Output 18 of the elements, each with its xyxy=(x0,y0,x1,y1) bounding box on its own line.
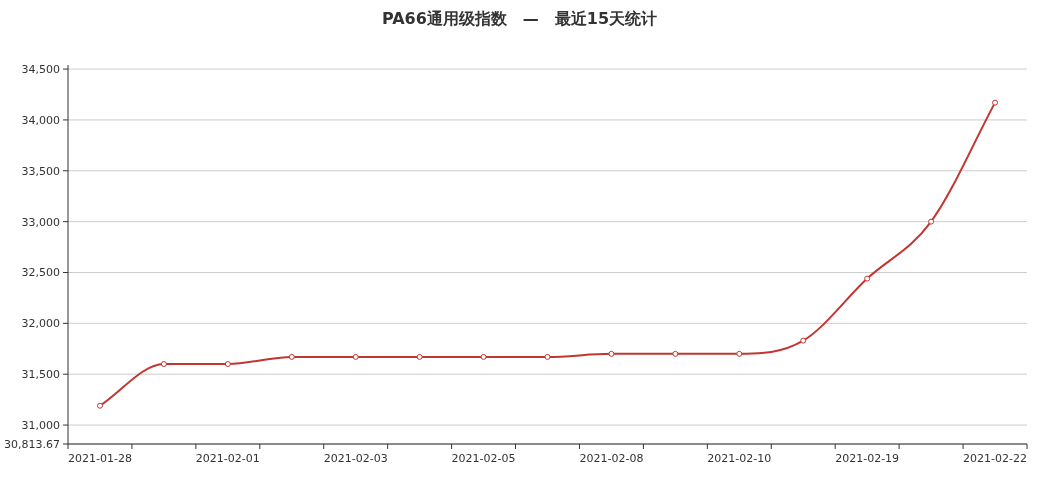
y-tick-label: 32,500 xyxy=(21,266,60,280)
y-tick-label: 33,000 xyxy=(21,215,60,229)
y-tick-label: 33,500 xyxy=(21,164,60,178)
y-tick-label: 34,000 xyxy=(21,113,60,127)
x-tick-label: 2021-02-19 xyxy=(835,452,900,465)
x-tick-label: 2021-02-01 xyxy=(195,452,260,465)
x-tick-label: 2021-02-05 xyxy=(451,452,516,465)
y-tick-label: 34,500 xyxy=(21,63,60,77)
y-tick-label: 31,000 xyxy=(21,419,60,433)
x-tick-label: 2021-02-10 xyxy=(707,452,772,465)
x-tick-label: 2021-02-03 xyxy=(323,452,388,465)
y-tick-label: 32,000 xyxy=(21,317,60,331)
x-tick-label: 2021-02-08 xyxy=(579,452,644,465)
y-tick-label: 30,813.67 xyxy=(4,438,60,451)
x-tick-label: 2021-01-28 xyxy=(68,452,132,465)
y-tick-label: 31,500 xyxy=(21,368,60,382)
x-tick-label: 2021-02-22 xyxy=(963,452,1027,465)
chart-title: PA66通用级指数 — 最近15天统计 xyxy=(381,9,658,28)
